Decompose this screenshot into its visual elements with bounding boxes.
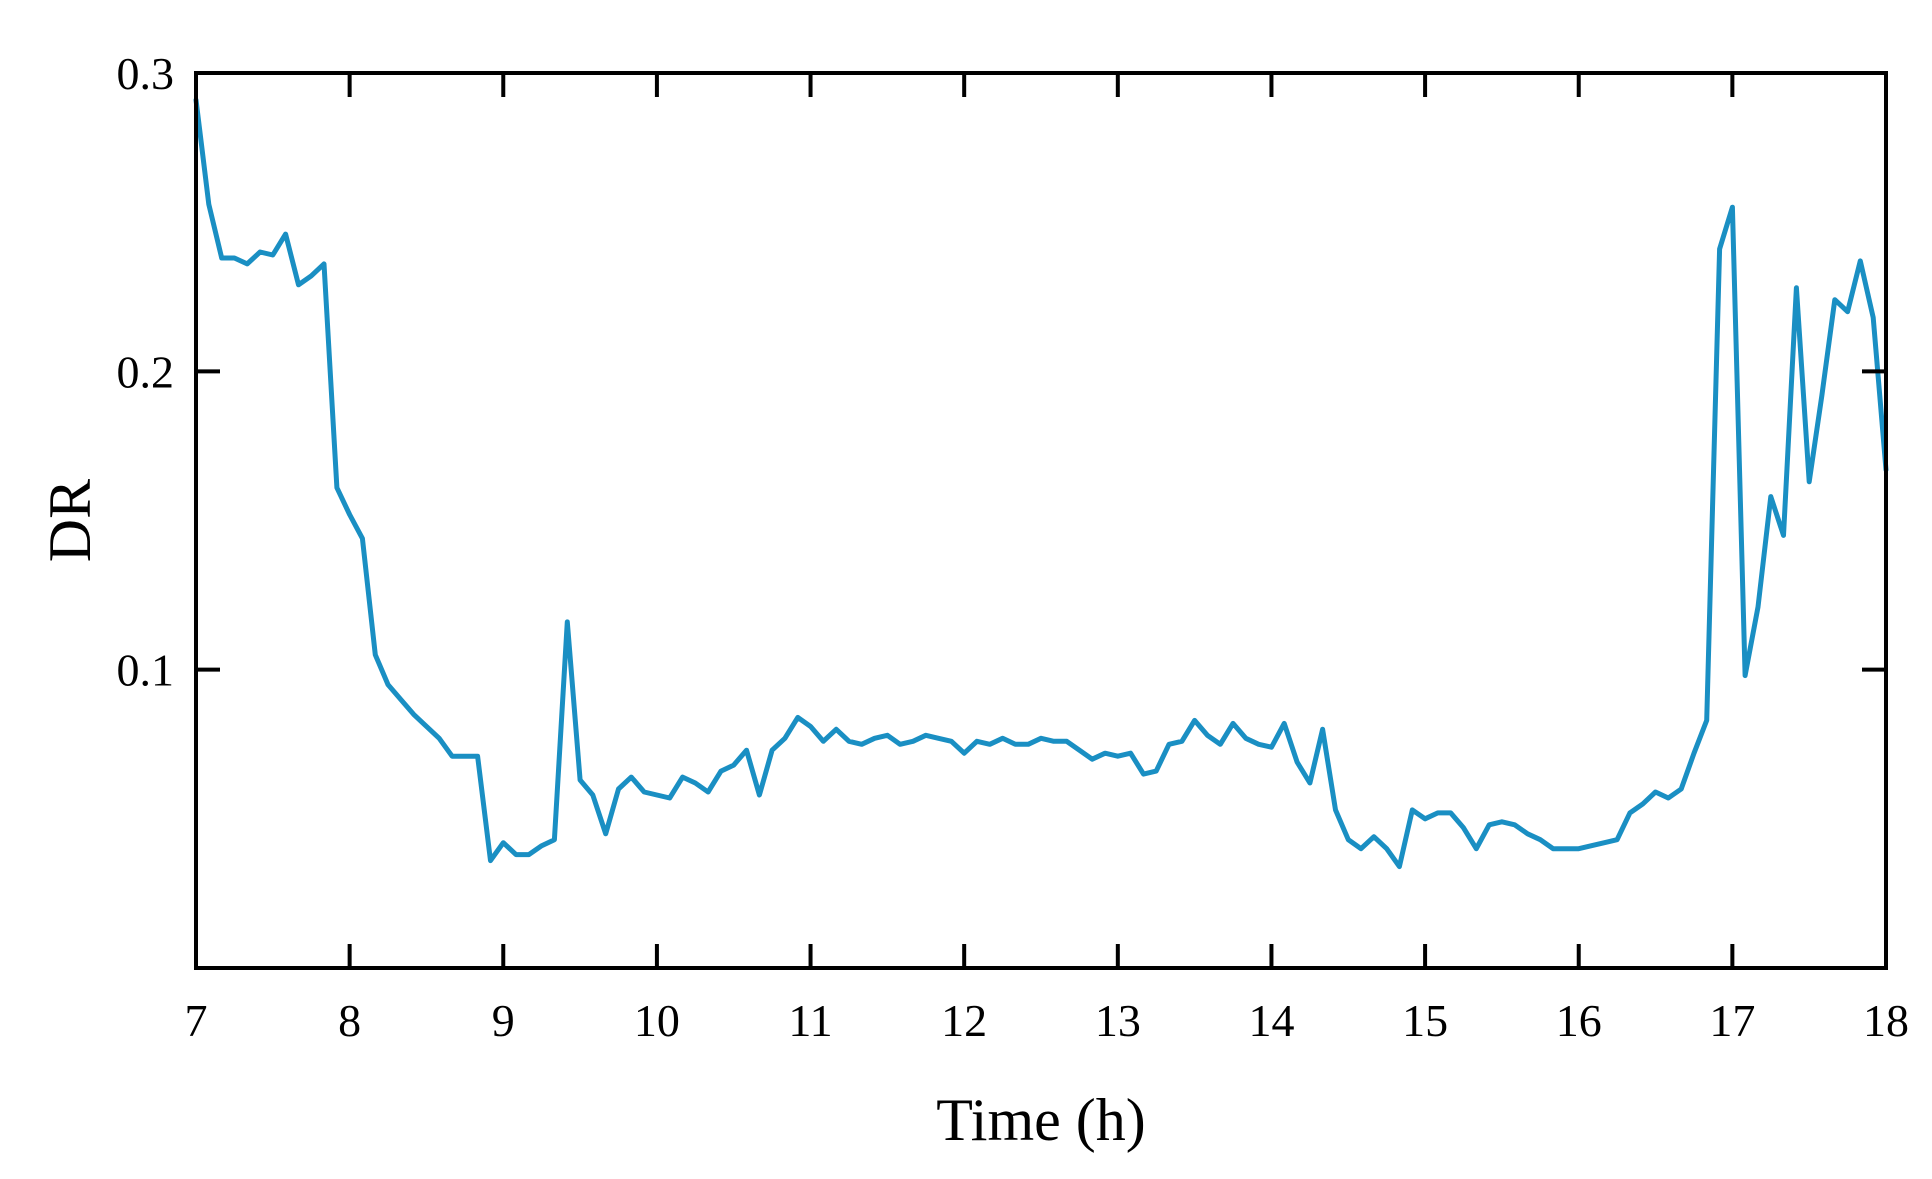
- x-axis-title: Time (h): [936, 1087, 1145, 1153]
- x-tick-label: 14: [1248, 995, 1294, 1046]
- x-tick-label: 10: [634, 995, 680, 1046]
- y-tick-label: 0.2: [117, 346, 175, 397]
- y-tick-label: 0.3: [117, 48, 175, 99]
- x-tick-label: 13: [1095, 995, 1141, 1046]
- x-tick-label: 16: [1556, 995, 1602, 1046]
- x-tick-label: 7: [185, 995, 208, 1046]
- x-tick-label: 9: [492, 995, 515, 1046]
- x-tick-label: 8: [338, 995, 361, 1046]
- y-tick-label: 0.1: [117, 645, 175, 696]
- x-tick-label: 15: [1402, 995, 1448, 1046]
- x-tick-label: 17: [1709, 995, 1755, 1046]
- x-tick-label: 18: [1863, 995, 1909, 1046]
- axes: 7 8 9 10 11 12 13 14 15 16 17 18 0.1 0.2 0.3: [117, 48, 1910, 1046]
- x-tick-label: 12: [941, 995, 987, 1046]
- y-axis-title: DR: [37, 479, 103, 562]
- plot-area: [193, 97, 1889, 870]
- x-tick-label: 11: [788, 995, 832, 1046]
- plot-frame: [194, 71, 1888, 970]
- series-line: [193, 97, 1889, 870]
